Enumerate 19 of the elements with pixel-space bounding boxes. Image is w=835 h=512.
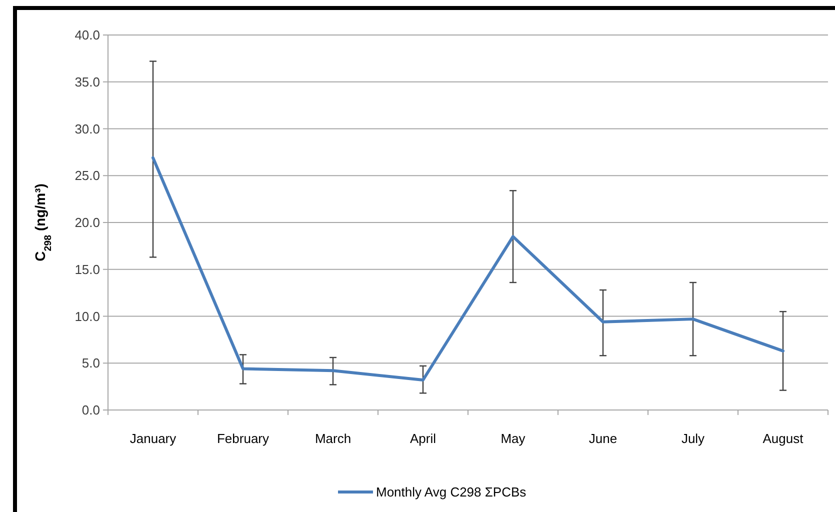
legend-label: Monthly Avg C298 ΣPCBs bbox=[376, 484, 527, 500]
x-tick-label: February bbox=[216, 431, 270, 446]
line-series bbox=[152, 156, 784, 382]
x-tick-label: June bbox=[588, 431, 618, 446]
y-tick-label: 20.0 bbox=[74, 215, 100, 230]
y-tick-label: 40.0 bbox=[74, 28, 100, 43]
x-tick-label: April bbox=[410, 431, 436, 446]
y-tick-label: 0.0 bbox=[82, 402, 100, 418]
y-tick-label: 35.0 bbox=[74, 74, 100, 90]
x-tick-label: January bbox=[130, 431, 177, 446]
x-tick-label: July bbox=[681, 431, 706, 446]
y-tick-label: 25.0 bbox=[74, 168, 100, 184]
x-tick-label: May bbox=[500, 431, 526, 446]
y-tick-label: 15.0 bbox=[74, 262, 100, 277]
x-tick-label: August bbox=[762, 431, 804, 446]
x-tick-label: March bbox=[314, 431, 352, 446]
y-tick-label: 5.0 bbox=[82, 356, 100, 371]
y-tick-label: 10.0 bbox=[74, 308, 100, 324]
y-tick-label: 30.0 bbox=[74, 121, 100, 136]
